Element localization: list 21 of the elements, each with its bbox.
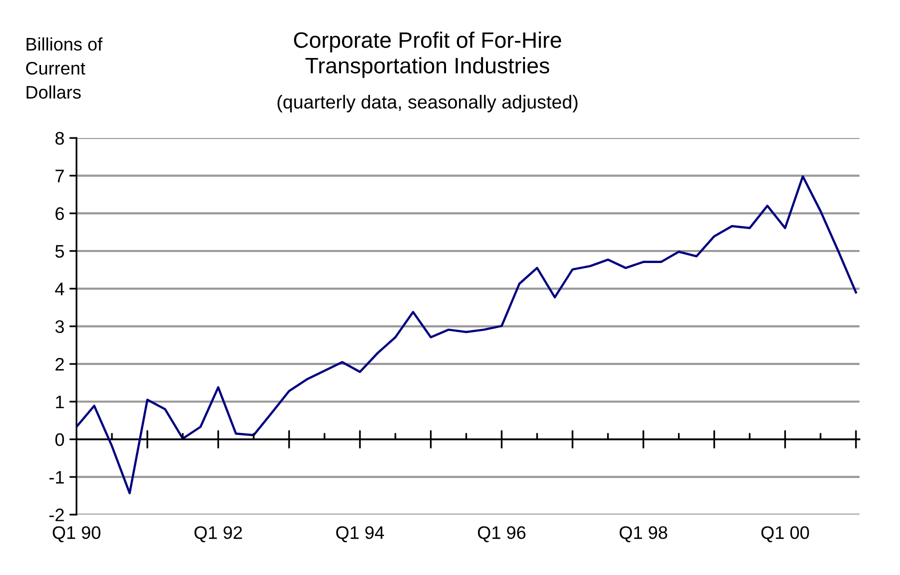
y-tick-label: 7 xyxy=(56,170,64,182)
y-tick-label: 3 xyxy=(55,320,64,334)
y-tick-label: 8 xyxy=(55,132,64,145)
y-tick-label: 4 xyxy=(55,282,64,296)
y-tick-label: 0 xyxy=(55,433,64,446)
x-tick-label: Q1 96 xyxy=(478,526,526,542)
y-axis-title: Billions of Current Dollars xyxy=(26,37,102,99)
x-tick-label: Q1 94 xyxy=(336,526,384,542)
y-tick-label: -2 xyxy=(49,508,64,522)
y-tick-label: 1 xyxy=(56,396,64,408)
chart-title: Corporate Profit of For-Hire Transportation Industries xyxy=(294,32,562,78)
y-tick-label: 2 xyxy=(56,358,64,371)
y-tick-label: 5 xyxy=(55,245,64,258)
line-series xyxy=(76,175,858,494)
y-tick-label: 6 xyxy=(56,207,64,220)
chart-subtitle: (quarterly data, seasonally adjusted) xyxy=(278,94,578,112)
x-tick-label: Q1 90 xyxy=(52,526,100,542)
x-tick-label: Q1 92 xyxy=(194,526,242,542)
x-tick-label: Q1 00 xyxy=(761,526,809,542)
y-tick-label: -1 xyxy=(49,471,64,484)
x-tick-label: Q1 98 xyxy=(620,526,668,542)
